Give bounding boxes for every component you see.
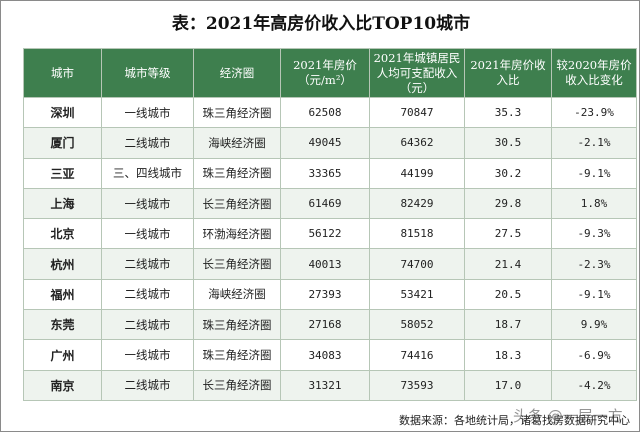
header-price: 2021年房价（元/m²） [280,48,370,98]
cell-income: 74416 [369,339,465,371]
cell-ratio: 30.2 [464,157,552,189]
cell-change: -9.3% [551,218,637,250]
watermark: 头条 @一层一方 [513,407,623,425]
table-row: 广州 一线城市 珠三角经济圈 34083 74416 18.3 -6.9% [23,339,637,371]
cell-income: 70847 [369,96,465,129]
cell-change: 1.8% [551,187,637,220]
cell-change: -4.2% [551,369,637,401]
cell-region: 长三角经济圈 [193,187,281,220]
header-region: 经济圈 [193,48,281,98]
cell-region: 珠三角经济圈 [193,339,281,371]
table-row: 杭州 二线城市 长三角经济圈 40013 74700 21.4 -2.3% [23,248,637,280]
cell-ratio: 27.5 [464,218,552,250]
cell-city: 南京 [23,369,102,401]
table-header-row: 城市 城市等级 经济圈 2021年房价（元/m²） 2021年城镇居民人均可支配… [23,48,637,98]
cell-tier: 二线城市 [101,127,194,159]
cell-tier: 一线城市 [101,218,194,250]
cell-ratio: 30.5 [464,127,552,159]
cell-ratio: 35.3 [464,96,552,129]
cell-income: 53421 [369,278,465,311]
cell-ratio: 18.3 [464,339,552,371]
header-ratio: 2021年房价收入比 [464,48,552,98]
table-row: 北京 一线城市 环渤海经济圈 56122 81518 27.5 -9.3% [23,218,637,250]
header-income: 2021年城镇居民人均可支配收入（元） [369,48,465,98]
table-title: 表：2021年高房价收入比TOP10城市 [171,14,471,34]
cell-price: 34083 [280,339,370,371]
table-row: 东莞 二线城市 珠三角经济圈 27168 58052 18.7 9.9% [23,309,637,341]
cell-price: 56122 [280,218,370,250]
cell-change: -2.1% [551,127,637,159]
cell-price: 27168 [280,309,370,341]
cell-income: 44199 [369,157,465,189]
header-change: 较2020年房价收入比变化 [551,48,637,98]
cell-ratio: 21.4 [464,248,552,280]
cell-city: 三亚 [23,157,102,189]
cell-ratio: 20.5 [464,278,552,311]
cell-city: 福州 [23,278,102,311]
cell-change: -2.3% [551,248,637,280]
housing-ratio-table: 城市 城市等级 经济圈 2021年房价（元/m²） 2021年城镇居民人均可支配… [23,48,637,401]
table-row: 南京 二线城市 长三角经济圈 31321 73593 17.0 -4.2% [23,369,637,401]
cell-region: 长三角经济圈 [193,369,281,401]
cell-region: 海峡经济圈 [193,278,281,311]
cell-tier: 二线城市 [101,278,194,311]
cell-change: -6.9% [551,339,637,371]
table-row: 厦门 二线城市 海峡经济圈 49045 64362 30.5 -2.1% [23,127,637,159]
cell-region: 长三角经济圈 [193,248,281,280]
cell-tier: 一线城市 [101,96,194,129]
cell-city: 上海 [23,187,102,220]
cell-price: 61469 [280,187,370,220]
cell-income: 73593 [369,369,465,401]
cell-price: 31321 [280,369,370,401]
cell-income: 82429 [369,187,465,220]
cell-change: -9.1% [551,278,637,311]
cell-price: 62508 [280,96,370,129]
cell-city: 杭州 [23,248,102,280]
table-row: 上海 一线城市 长三角经济圈 61469 82429 29.8 1.8% [23,187,637,220]
cell-ratio: 29.8 [464,187,552,220]
table-footer: 数据来源：各地统计局，诸葛找房数据研究中心 头条 @一层一方 [1,405,640,433]
cell-region: 环渤海经济圈 [193,218,281,250]
cell-city: 北京 [23,218,102,250]
cell-region: 海峡经济圈 [193,127,281,159]
cell-tier: 二线城市 [101,369,194,401]
cell-change: -9.1% [551,157,637,189]
cell-region: 珠三角经济圈 [193,309,281,341]
cell-change: 9.9% [551,309,637,341]
cell-city: 深圳 [23,96,102,129]
cell-city: 厦门 [23,127,102,159]
cell-ratio: 18.7 [464,309,552,341]
cell-ratio: 17.0 [464,369,552,401]
cell-region: 珠三角经济圈 [193,96,281,129]
cell-price: 49045 [280,127,370,159]
table-row: 三亚 三、四线城市 珠三角经济圈 33365 44199 30.2 -9.1% [23,157,637,189]
cell-price: 40013 [280,248,370,280]
cell-income: 74700 [369,248,465,280]
cell-price: 27393 [280,278,370,311]
cell-price: 33365 [280,157,370,189]
cell-change: -23.9% [551,96,637,129]
header-tier: 城市等级 [101,48,194,98]
cell-tier: 二线城市 [101,309,194,341]
table-row: 福州 二线城市 海峡经济圈 27393 53421 20.5 -9.1% [23,278,637,311]
cell-tier: 三、四线城市 [101,157,194,189]
cell-city: 广州 [23,339,102,371]
header-city: 城市 [23,48,102,98]
cell-tier: 一线城市 [101,187,194,220]
cell-city: 东莞 [23,309,102,341]
cell-tier: 二线城市 [101,248,194,280]
cell-income: 64362 [369,127,465,159]
cell-income: 58052 [369,309,465,341]
data-source-note: 数据来源：各地统计局，诸葛找房数据研究中心 [399,414,630,427]
table-row: 深圳 一线城市 珠三角经济圈 62508 70847 35.3 -23.9% [23,96,637,129]
cell-region: 珠三角经济圈 [193,157,281,189]
cell-tier: 一线城市 [101,339,194,371]
cell-income: 81518 [369,218,465,250]
